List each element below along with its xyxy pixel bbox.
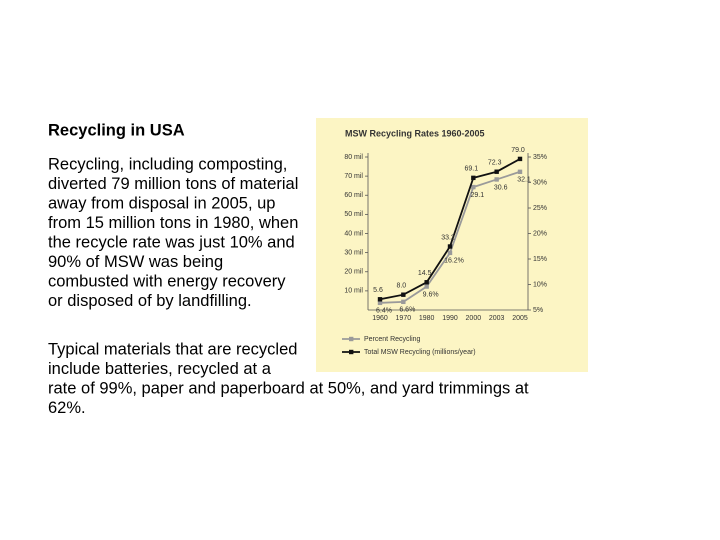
- point: [494, 177, 499, 182]
- legend-marker: [349, 349, 354, 355]
- value-label: 9.6%: [423, 291, 439, 298]
- y-tick-label: 60 mil: [344, 192, 363, 199]
- value-label: 8.0: [396, 283, 406, 290]
- x-tick-label: 2000: [466, 315, 482, 322]
- legend-marker: [349, 336, 354, 342]
- value-label: 6.6%: [399, 307, 415, 314]
- value-label: 33.2: [441, 234, 455, 241]
- x-tick-label: 1990: [442, 315, 458, 322]
- y-tick-label: 70 mil: [344, 173, 363, 180]
- y2-tick-label: 10%: [533, 281, 547, 288]
- paragraph-line: from 15 million tons in 1980, when: [48, 214, 298, 232]
- paragraph-line: 62%.: [48, 399, 86, 417]
- value-label: 79.0: [511, 147, 525, 154]
- paragraph-line: rate of 99%, paper and paperboard at 50%…: [48, 379, 529, 397]
- value-label: 16.2%: [444, 258, 464, 265]
- point: [517, 156, 523, 162]
- y2-tick-label: 35%: [533, 154, 547, 161]
- x-tick-label: 2003: [489, 315, 505, 322]
- paragraph-line: include batteries, recycled at a: [48, 360, 272, 378]
- point: [447, 250, 453, 256]
- y-tick-label: 50 mil: [344, 211, 363, 218]
- value-label: 14.5: [418, 270, 432, 277]
- point: [471, 175, 476, 181]
- point: [377, 297, 383, 302]
- value-label: 69.1: [465, 166, 479, 173]
- point: [401, 299, 406, 305]
- y-tick-label: 40 mil: [344, 230, 363, 237]
- paragraph-line: Typical materials that are recycled: [48, 340, 297, 358]
- slide-title: Recycling in USA: [48, 121, 185, 139]
- value-label: 6.4%: [376, 308, 392, 315]
- value-label: 72.3: [488, 160, 502, 167]
- paragraph-line: the recycle rate was just 10% and: [48, 233, 295, 251]
- paragraph-line: diverted 79 million tons of material: [48, 175, 298, 193]
- paragraph-line: away from disposal in 2005, up: [48, 194, 275, 212]
- point: [494, 169, 499, 174]
- value-label: 32.1: [517, 177, 531, 184]
- x-tick-label: 2005: [512, 315, 528, 322]
- paragraph-line: 90% of MSW was being: [48, 253, 223, 271]
- legend-label: Total MSW Recycling (millions/year): [364, 349, 476, 356]
- point: [424, 280, 429, 285]
- point: [377, 300, 383, 306]
- legend-label: Percent Recycling: [364, 336, 421, 343]
- point: [424, 284, 429, 289]
- point: [447, 244, 453, 249]
- y-tick-label: 20 mil: [344, 269, 363, 276]
- x-tick-label: 1980: [419, 315, 435, 322]
- y-tick-label: 80 mil: [344, 154, 363, 161]
- y2-tick-label: 25%: [533, 205, 547, 212]
- value-label: 30.6: [494, 184, 508, 191]
- y-tick-label: 30 mil: [344, 249, 363, 256]
- point: [471, 184, 476, 190]
- y2-tick-label: 20%: [533, 230, 547, 237]
- value-label: 5.6: [373, 287, 383, 294]
- y2-tick-label: 30%: [533, 179, 547, 186]
- x-tick-label: 1970: [396, 315, 412, 322]
- paragraph-line: combusted with energy recovery: [48, 272, 286, 290]
- y2-tick-label: 15%: [533, 256, 547, 263]
- point: [401, 292, 406, 297]
- point: [517, 169, 523, 174]
- x-tick-label: 1960: [372, 315, 388, 322]
- paragraph-line: or disposed of by landfilling.: [48, 292, 252, 310]
- y2-tick-label: 5%: [533, 307, 543, 314]
- paragraph-line: Recycling, including composting,: [48, 155, 287, 173]
- y-tick-label: 10 mil: [344, 288, 363, 295]
- value-label: 29.1: [471, 192, 485, 199]
- chart-title: MSW Recycling Rates 1960-2005: [345, 128, 485, 138]
